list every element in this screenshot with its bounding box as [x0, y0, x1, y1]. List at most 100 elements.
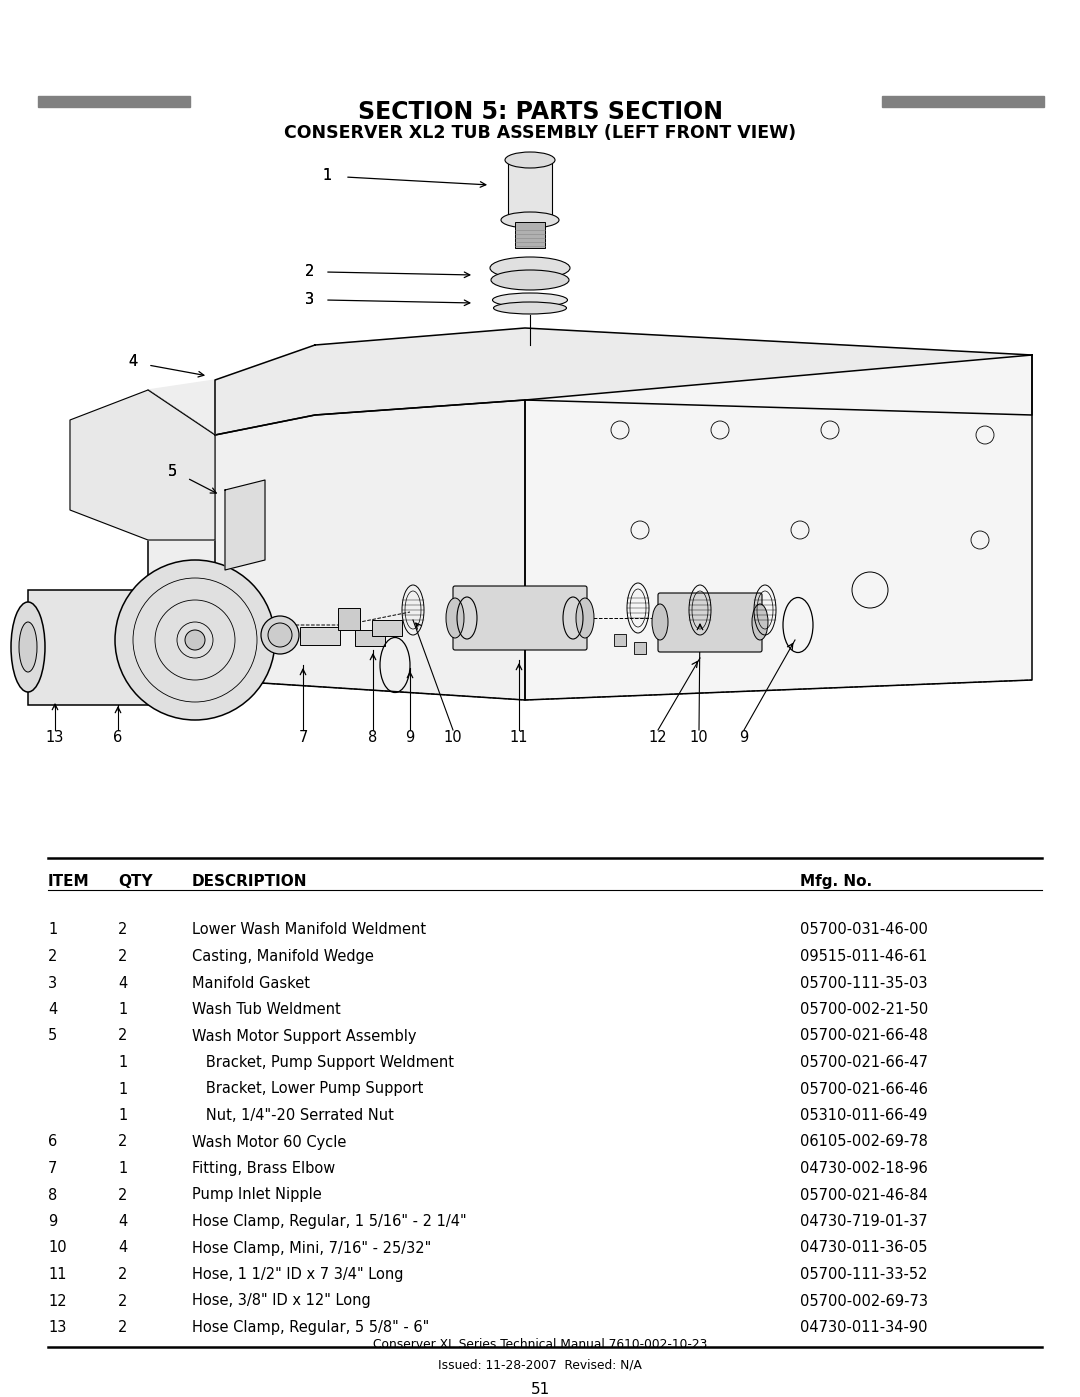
Text: 2: 2	[48, 949, 57, 964]
Text: 2: 2	[306, 264, 314, 279]
Text: Pump Inlet Nipple: Pump Inlet Nipple	[192, 1187, 322, 1203]
Text: 10: 10	[48, 1241, 67, 1256]
Text: 5: 5	[167, 464, 177, 479]
Polygon shape	[215, 400, 525, 700]
Text: 3: 3	[48, 975, 57, 990]
Text: 2: 2	[306, 264, 314, 279]
Bar	[882, 96, 1044, 108]
Text: Hose Clamp, Regular, 5 5/8" - 6": Hose Clamp, Regular, 5 5/8" - 6"	[192, 1320, 429, 1336]
Text: 1: 1	[118, 1081, 127, 1097]
Text: 6: 6	[48, 1134, 57, 1150]
Text: ITEM: ITEM	[48, 875, 90, 888]
Bar	[338, 608, 360, 630]
Bar	[634, 643, 646, 654]
Text: 8: 8	[48, 1187, 57, 1203]
Text: 05700-002-69-73: 05700-002-69-73	[800, 1294, 928, 1309]
Text: Fitting, Brass Elbow: Fitting, Brass Elbow	[192, 1161, 335, 1176]
Ellipse shape	[490, 257, 570, 279]
Text: 05700-111-33-52: 05700-111-33-52	[800, 1267, 928, 1282]
Text: 1: 1	[118, 1108, 127, 1123]
Text: 11: 11	[48, 1267, 67, 1282]
Text: CONSERVER XL2 TUB ASSEMBLY (LEFT FRONT VIEW): CONSERVER XL2 TUB ASSEMBLY (LEFT FRONT V…	[284, 124, 796, 142]
Text: 05700-031-46-00: 05700-031-46-00	[800, 922, 928, 937]
Text: Wash Tub Weldment: Wash Tub Weldment	[192, 1002, 341, 1017]
Text: 6: 6	[113, 731, 123, 746]
Text: Hose Clamp, Regular, 1 5/16" - 2 1/4": Hose Clamp, Regular, 1 5/16" - 2 1/4"	[192, 1214, 467, 1229]
Text: Nut, 1/4"-20 Serrated Nut: Nut, 1/4"-20 Serrated Nut	[192, 1108, 394, 1123]
Text: Casting, Manifold Wedge: Casting, Manifold Wedge	[192, 949, 374, 964]
Text: 05700-021-66-46: 05700-021-66-46	[800, 1081, 928, 1097]
Text: 10: 10	[444, 731, 462, 746]
Text: 1: 1	[118, 1002, 127, 1017]
Text: 4: 4	[48, 1002, 57, 1017]
Bar	[508, 161, 552, 219]
Text: Lower Wash Manifold Weldment: Lower Wash Manifold Weldment	[192, 922, 427, 937]
Bar	[615, 634, 626, 645]
Text: 2: 2	[118, 1267, 127, 1282]
FancyBboxPatch shape	[453, 585, 588, 650]
Text: 51: 51	[530, 1382, 550, 1397]
Text: 11: 11	[510, 731, 528, 746]
Text: Manifold Gasket: Manifold Gasket	[192, 975, 310, 990]
Text: 05700-111-35-03: 05700-111-35-03	[800, 975, 928, 990]
Text: 9: 9	[740, 731, 748, 746]
Ellipse shape	[652, 604, 669, 640]
Text: 2: 2	[118, 1134, 127, 1150]
Text: 3: 3	[306, 292, 314, 307]
Text: 12: 12	[48, 1294, 67, 1309]
Ellipse shape	[494, 302, 567, 314]
Circle shape	[185, 630, 205, 650]
Bar	[38, 96, 190, 108]
Text: Mfg. No.: Mfg. No.	[800, 875, 873, 888]
Text: Bracket, Lower Pump Support: Bracket, Lower Pump Support	[192, 1081, 423, 1097]
Text: 3: 3	[306, 292, 314, 307]
Polygon shape	[225, 481, 265, 570]
Text: 4: 4	[118, 975, 127, 990]
Text: 05700-021-66-48: 05700-021-66-48	[800, 1028, 928, 1044]
Polygon shape	[70, 390, 215, 541]
Text: Hose Clamp, Mini, 7/16" - 25/32": Hose Clamp, Mini, 7/16" - 25/32"	[192, 1241, 431, 1256]
Text: 13: 13	[48, 1320, 66, 1336]
Text: 5: 5	[48, 1028, 57, 1044]
Text: 1: 1	[48, 922, 57, 937]
Bar	[372, 620, 402, 636]
Bar	[515, 222, 545, 249]
Text: 8: 8	[368, 731, 378, 746]
Text: 10: 10	[690, 731, 708, 746]
Text: Wash Motor 60 Cycle: Wash Motor 60 Cycle	[192, 1134, 347, 1150]
Ellipse shape	[261, 616, 299, 654]
Text: 05700-002-21-50: 05700-002-21-50	[800, 1002, 928, 1017]
Text: Bracket, Pump Support Weldment: Bracket, Pump Support Weldment	[192, 1055, 454, 1070]
Text: Conserver XL Series Technical Manual 7610-002-10-23: Conserver XL Series Technical Manual 761…	[373, 1338, 707, 1351]
Text: 4: 4	[118, 1214, 127, 1229]
Text: 04730-002-18-96: 04730-002-18-96	[800, 1161, 928, 1176]
Text: 1: 1	[322, 168, 332, 183]
Ellipse shape	[576, 598, 594, 638]
Text: Hose, 1 1/2" ID x 7 3/4" Long: Hose, 1 1/2" ID x 7 3/4" Long	[192, 1267, 404, 1282]
Text: 13: 13	[45, 731, 64, 746]
Text: 2: 2	[118, 1294, 127, 1309]
FancyBboxPatch shape	[658, 592, 762, 652]
Ellipse shape	[11, 602, 45, 692]
Polygon shape	[215, 328, 1032, 434]
Polygon shape	[148, 380, 215, 680]
Text: DESCRIPTION: DESCRIPTION	[192, 875, 308, 888]
Circle shape	[114, 560, 275, 719]
Text: 2: 2	[118, 949, 127, 964]
Text: QTY: QTY	[118, 875, 152, 888]
Text: 9: 9	[48, 1214, 57, 1229]
Text: 04730-011-34-90: 04730-011-34-90	[800, 1320, 928, 1336]
Ellipse shape	[268, 623, 292, 647]
Bar	[300, 627, 340, 645]
Ellipse shape	[501, 212, 559, 228]
Text: 7: 7	[298, 731, 308, 746]
Polygon shape	[525, 355, 1032, 700]
Text: 09515-011-46-61: 09515-011-46-61	[800, 949, 928, 964]
Text: Issued: 11-28-2007  Revised: N/A: Issued: 11-28-2007 Revised: N/A	[438, 1358, 642, 1370]
Text: Wash Motor Support Assembly: Wash Motor Support Assembly	[192, 1028, 417, 1044]
Ellipse shape	[492, 293, 567, 307]
Text: SECTION 5: PARTS SECTION: SECTION 5: PARTS SECTION	[357, 101, 723, 124]
Text: 4: 4	[118, 1241, 127, 1256]
Text: 4: 4	[129, 353, 137, 369]
Text: 1: 1	[322, 168, 332, 183]
